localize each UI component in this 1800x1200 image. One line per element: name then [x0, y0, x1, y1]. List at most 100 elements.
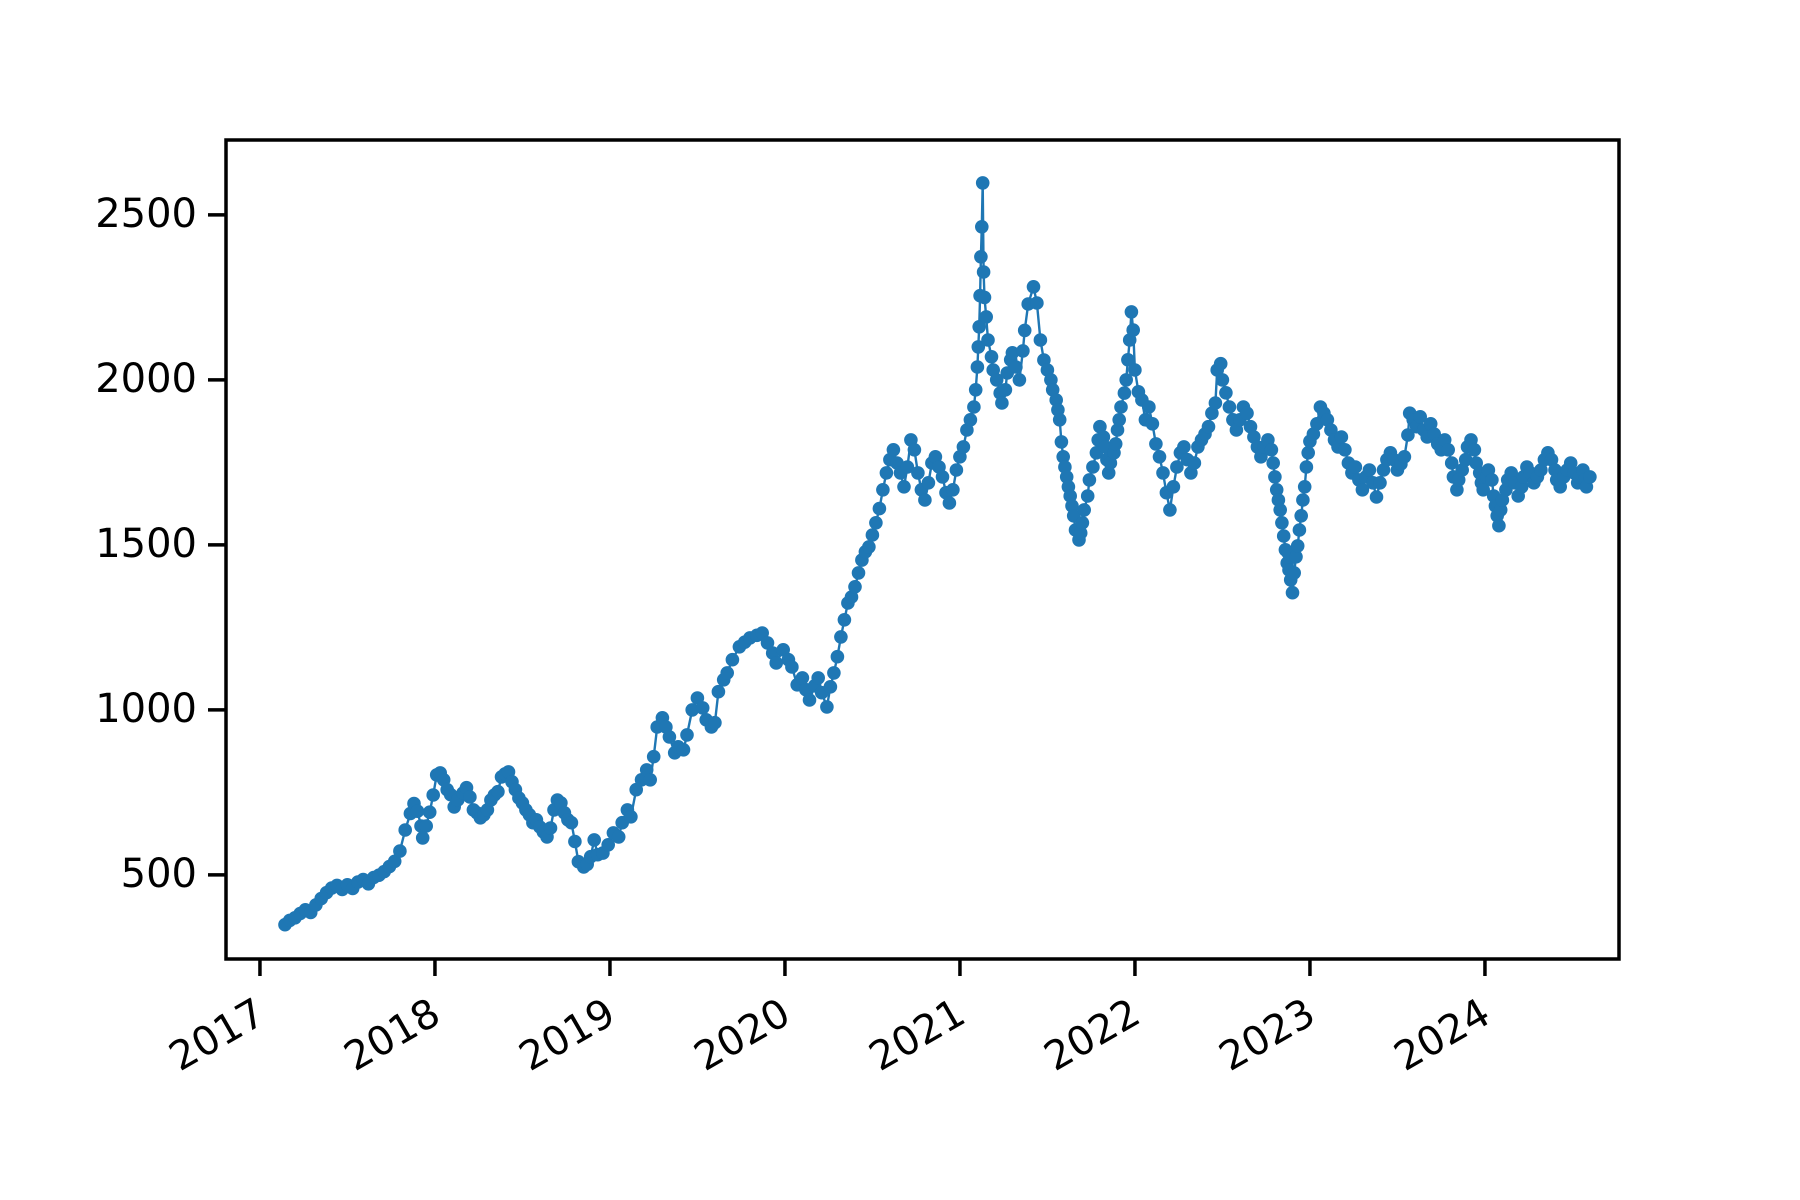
data-point — [1030, 296, 1044, 310]
data-point — [1290, 539, 1305, 553]
data-point — [1266, 456, 1280, 470]
data-point — [601, 838, 615, 852]
data-point — [1222, 400, 1237, 414]
data-point — [1397, 450, 1412, 464]
data-point — [976, 265, 991, 279]
data-point — [662, 730, 677, 744]
data-point — [685, 703, 699, 717]
data-point — [1126, 323, 1140, 337]
data-point — [1376, 463, 1391, 477]
data-point — [643, 773, 657, 787]
data-point — [1348, 460, 1363, 474]
data-point — [1401, 428, 1415, 442]
y-axis: 500 1000 1500 2000 2500 — [95, 191, 226, 897]
data-point — [1082, 473, 1097, 487]
data-point — [1166, 480, 1181, 494]
data-point — [1110, 423, 1125, 437]
data-point — [879, 466, 894, 480]
data-point — [1229, 423, 1244, 437]
data-point — [568, 834, 582, 849]
data-point — [1240, 406, 1254, 421]
data-point — [398, 823, 413, 837]
data-point — [1205, 406, 1219, 421]
data-point — [1455, 463, 1469, 477]
x-tick-label: 2023 — [1212, 990, 1323, 1081]
x-tick-label: 2017 — [162, 990, 273, 1081]
data-point — [872, 501, 887, 516]
data-point — [970, 360, 985, 374]
data-point — [769, 656, 783, 670]
data-point — [1152, 450, 1167, 464]
data-point — [1269, 483, 1284, 497]
data-point — [543, 821, 558, 835]
data-point — [1369, 490, 1384, 504]
data-point — [827, 666, 841, 680]
data-point — [1213, 356, 1228, 371]
data-point — [1458, 452, 1473, 467]
data-point — [928, 450, 943, 464]
data-point — [1264, 443, 1279, 457]
data-point — [1054, 435, 1069, 449]
data-point — [564, 815, 579, 830]
data-point — [1103, 456, 1118, 470]
data-point — [972, 320, 986, 334]
data-point — [974, 249, 988, 264]
data-point — [1215, 373, 1230, 387]
data-point — [1056, 450, 1070, 464]
data-point — [1170, 460, 1184, 474]
data-point — [1301, 446, 1315, 460]
data-point — [725, 652, 740, 667]
data-point — [1128, 363, 1142, 377]
data-point — [1201, 419, 1216, 434]
data-point — [820, 700, 834, 714]
y-tick-label: 1000 — [95, 686, 197, 732]
data-point — [415, 831, 430, 845]
data-point — [1444, 456, 1459, 470]
data-point — [1016, 344, 1030, 358]
data-point — [1177, 440, 1191, 454]
data-point — [676, 743, 691, 757]
data-point — [956, 440, 971, 454]
data-point — [1441, 443, 1455, 457]
data-point — [984, 350, 999, 364]
data-point — [949, 463, 964, 477]
data-point — [851, 566, 866, 580]
data-point — [942, 496, 957, 510]
data-point — [1362, 463, 1377, 477]
data-point — [1052, 413, 1067, 427]
data-point — [971, 340, 986, 354]
data-point — [1112, 413, 1126, 427]
data-point — [611, 830, 626, 844]
data-point — [760, 636, 775, 650]
data-point — [587, 833, 601, 847]
data-point — [1276, 529, 1291, 543]
data-point — [646, 749, 661, 764]
data-point — [1285, 585, 1300, 600]
data-point — [1289, 550, 1303, 564]
data-point — [426, 788, 441, 802]
x-tick-label: 2018 — [337, 990, 448, 1081]
data-point — [1045, 383, 1060, 397]
data-point — [975, 176, 990, 190]
data-point — [1583, 470, 1597, 484]
data-point — [1080, 489, 1095, 503]
data-point — [907, 443, 922, 457]
y-tick-label: 2500 — [95, 191, 197, 237]
data-point — [998, 383, 1013, 397]
data-point — [1268, 470, 1282, 484]
data-point — [921, 476, 936, 490]
x-tick-label: 2020 — [687, 990, 798, 1081]
data-point — [695, 701, 710, 715]
data-point — [802, 693, 817, 707]
data-point — [1077, 503, 1091, 517]
x-tick-label: 2021 — [862, 990, 973, 1081]
data-point — [1005, 346, 1020, 360]
data-point — [1275, 516, 1289, 530]
data-point — [1187, 456, 1202, 470]
data-point — [1310, 417, 1324, 431]
data-point — [963, 413, 978, 427]
data-point — [1149, 437, 1163, 451]
data-point — [960, 423, 974, 437]
data-point — [1026, 280, 1041, 294]
data-point — [711, 684, 726, 699]
